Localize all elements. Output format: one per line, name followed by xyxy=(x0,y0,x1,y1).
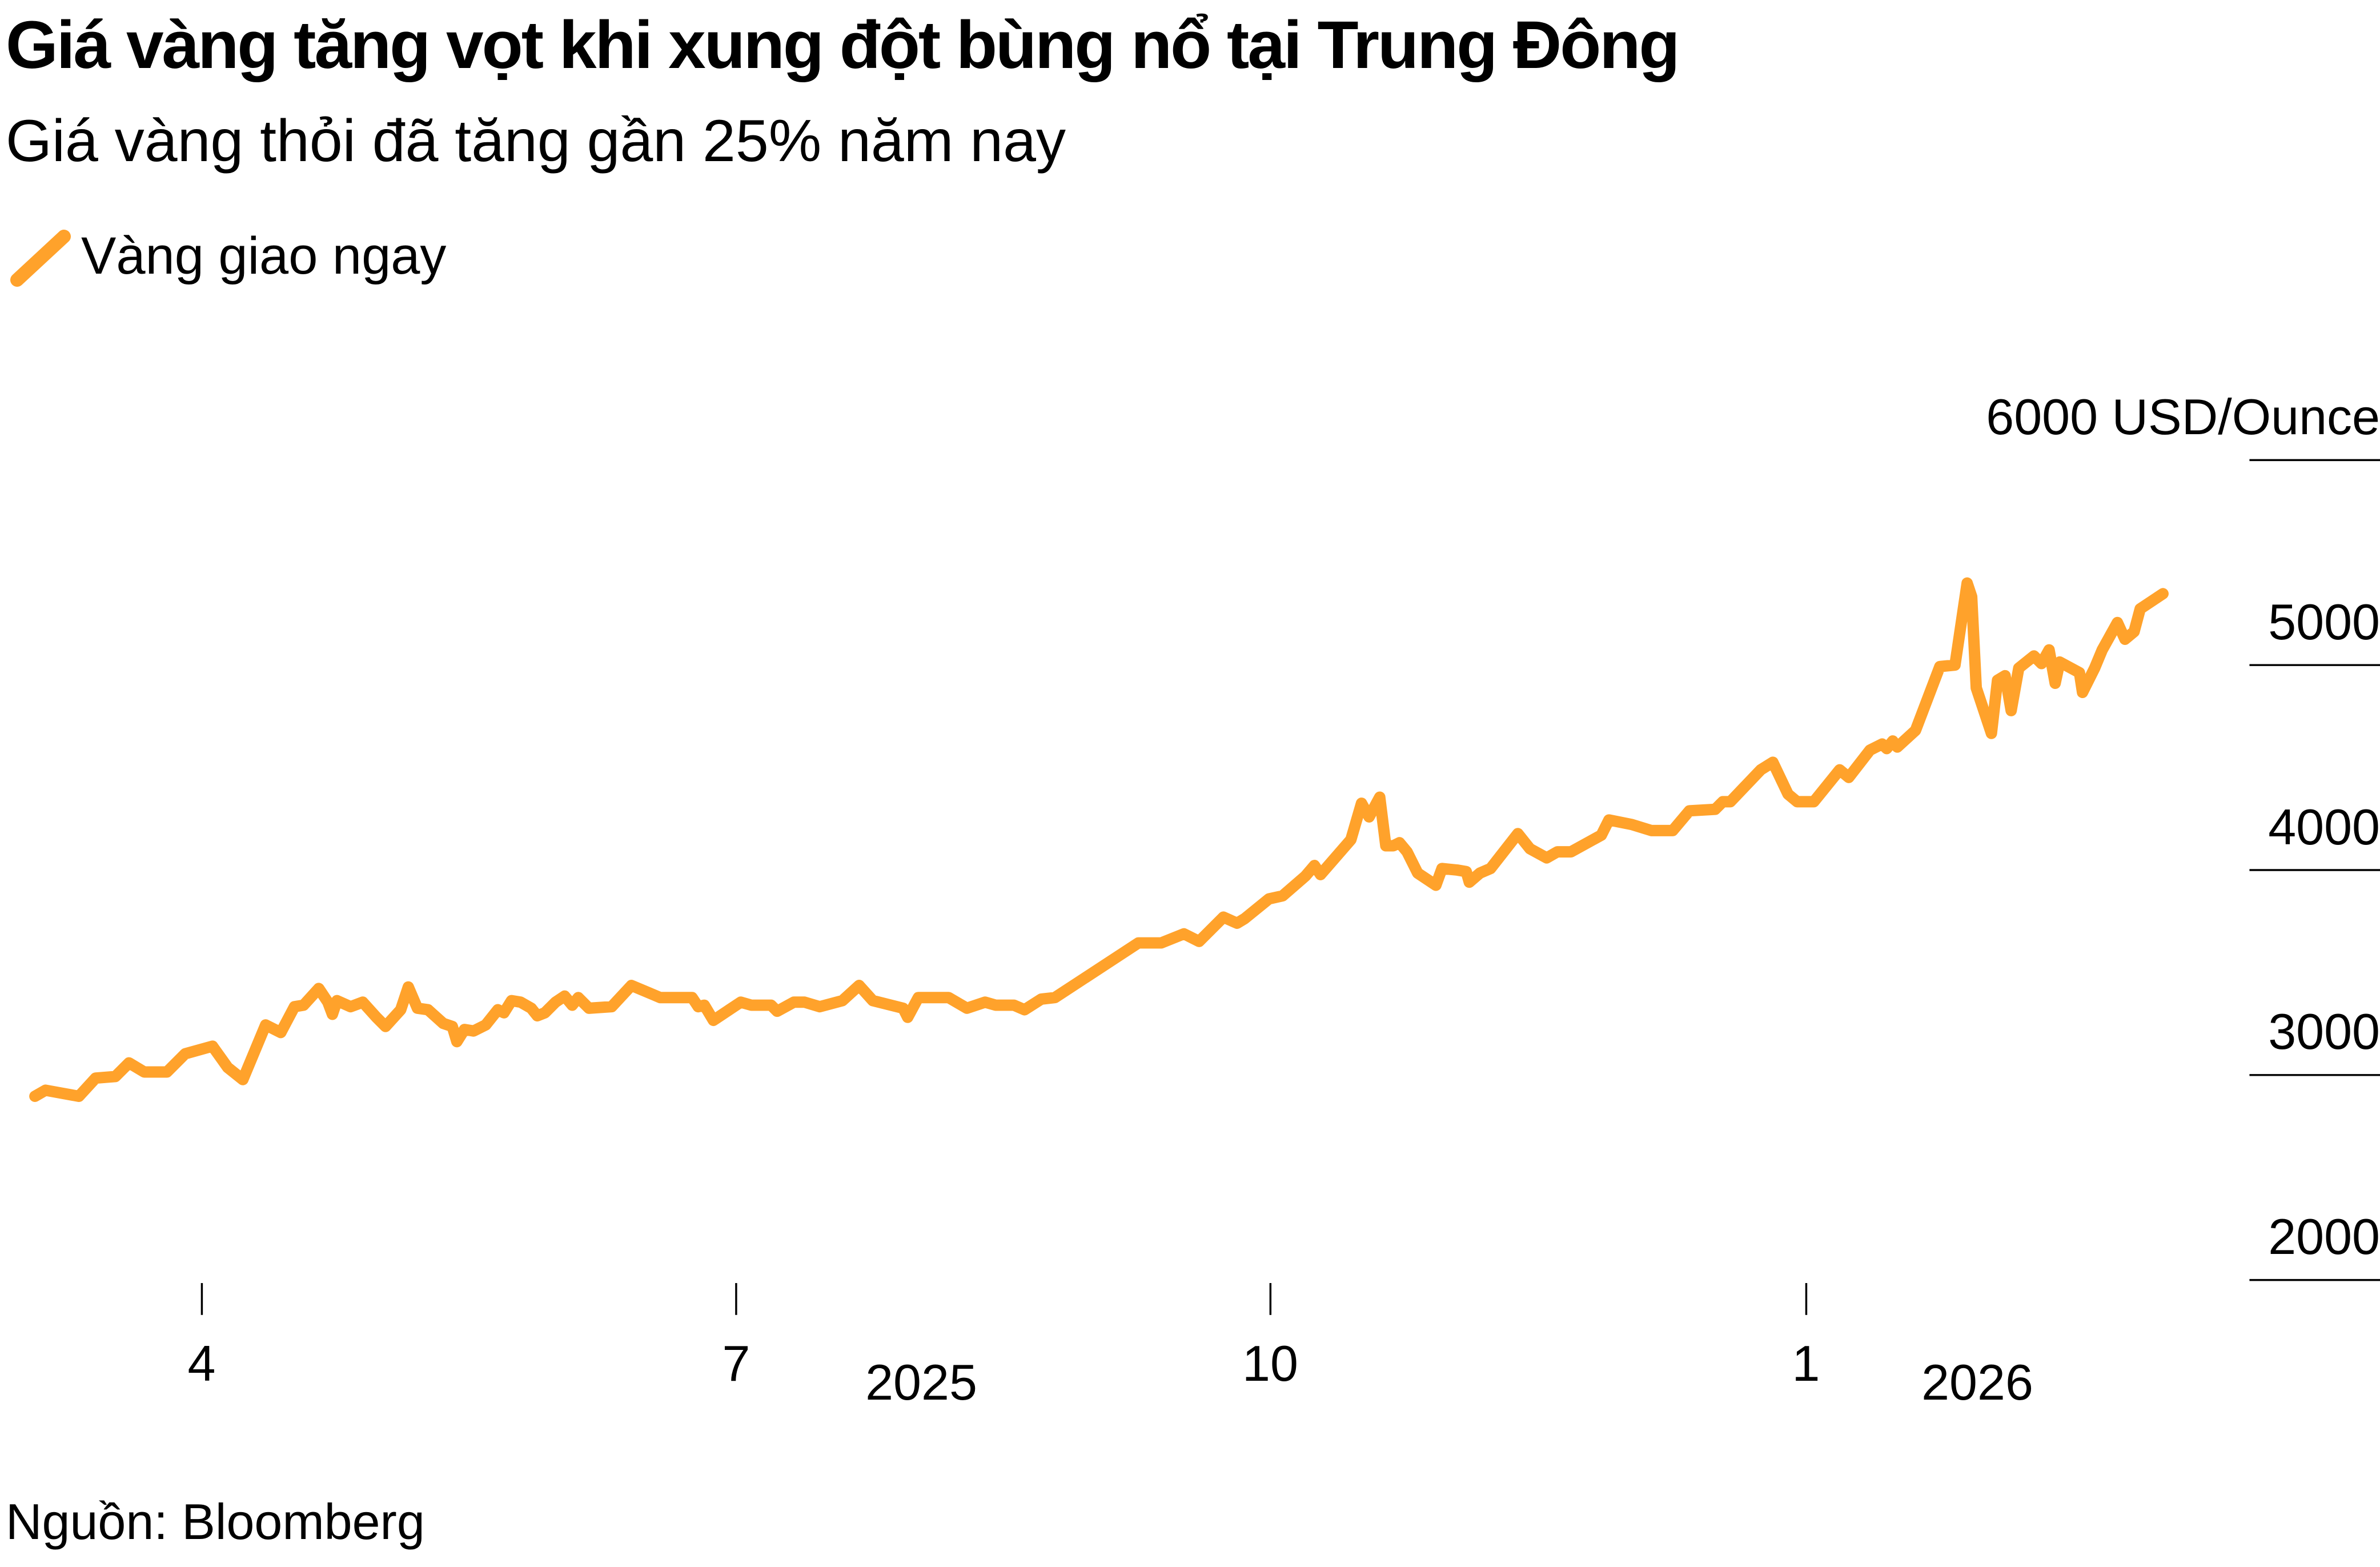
source-note: Nguồn: Bloomberg xyxy=(6,1493,425,1550)
legend: Vàng giao ngay xyxy=(7,222,446,290)
x-axis-ticks xyxy=(200,1283,1808,1315)
y-label-2000: 2000 xyxy=(2268,1208,2380,1265)
x-label-month-10: 10 xyxy=(1242,1335,1298,1392)
x-label-month-1: 1 xyxy=(1792,1335,1820,1392)
spot-gold-line xyxy=(29,577,2169,1103)
x-label-month-7: 7 xyxy=(722,1335,750,1392)
y-label-6000: 6000 USD/Ounce xyxy=(1986,388,2380,445)
chart-title: Giá vàng tăng vọt khi xung đột bùng nổ t… xyxy=(6,7,1680,83)
x-label-month-4: 4 xyxy=(187,1335,216,1392)
chart-subtitle: Giá vàng thỏi đã tăng gần 25% năm nay xyxy=(6,108,1066,174)
legend-line-swatch-icon xyxy=(10,230,71,287)
y-label-4000: 4000 xyxy=(2268,799,2380,855)
y-label-5000: 5000 xyxy=(2268,594,2380,650)
legend-label-spot-gold: Vàng giao ngay xyxy=(81,226,447,285)
y-label-3000: 3000 xyxy=(2268,1003,2380,1060)
y-axis-ticks xyxy=(2249,459,2380,1281)
x-label-year-2026: 2026 xyxy=(1921,1354,2033,1410)
x-label-year-2025: 2025 xyxy=(865,1354,977,1410)
